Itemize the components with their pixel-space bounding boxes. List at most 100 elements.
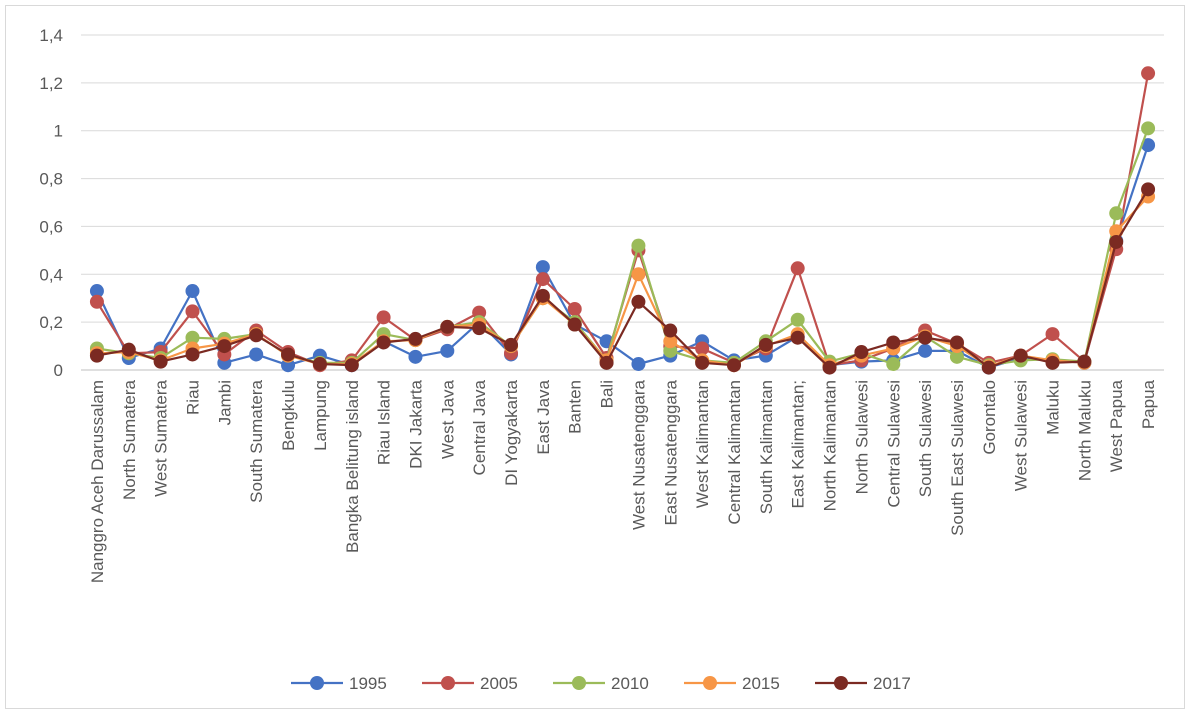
data-point	[281, 347, 296, 362]
x-tick-label: South Sulawesi	[916, 380, 935, 497]
series-2015	[89, 189, 1156, 374]
data-point	[344, 358, 359, 373]
data-point	[663, 334, 678, 349]
x-tick-label: Central Sulawesi	[884, 380, 903, 508]
x-tick-label: West Sulawesi	[1012, 380, 1031, 491]
x-tick-label: West Nusatenggara	[629, 379, 648, 529]
x-tick-label: South East Sulawesi	[948, 380, 967, 536]
legend: 1995 2005 2010 2015 2017	[291, 674, 911, 693]
data-point	[631, 267, 646, 282]
x-tick-label: Bali	[598, 380, 617, 408]
y-tick-label: 0,6	[39, 217, 63, 236]
x-tick-label: West Kalimantan	[693, 380, 712, 508]
data-point	[981, 360, 996, 375]
data-point	[822, 360, 837, 375]
series-2005	[89, 66, 1156, 373]
data-point	[663, 323, 678, 338]
data-point	[504, 337, 519, 352]
data-point	[1141, 182, 1156, 197]
series-1995	[89, 138, 1156, 375]
data-point	[695, 341, 710, 356]
x-tick-label: Riau	[183, 380, 202, 415]
x-tick-label: Jambi	[215, 380, 234, 425]
data-point	[918, 343, 933, 358]
data-point	[567, 317, 582, 332]
tick-labels: 0 0,2 0,4 0,6 0,8 1 1,2 1,4 Nanggro Aceh Darussa…	[39, 26, 1158, 583]
y-tick-label: 0,2	[39, 313, 63, 332]
data-point	[217, 339, 232, 354]
x-tick-label: Central Kalimantan	[725, 380, 744, 525]
data-point	[408, 349, 423, 364]
x-tick-label: North Sumatera	[120, 379, 139, 500]
data-point	[153, 354, 168, 369]
legend-label: 2005	[480, 674, 518, 693]
data-point	[1077, 354, 1092, 369]
series-line	[95, 73, 1150, 367]
series-lines	[89, 66, 1156, 375]
data-point	[790, 330, 805, 345]
data-point	[1141, 121, 1156, 136]
y-tick-label: 0,8	[39, 170, 63, 189]
x-tick-label: West Sumatera	[152, 379, 171, 496]
data-point	[918, 330, 933, 345]
data-point	[535, 260, 550, 275]
x-tick-label: South Kalimantan	[757, 380, 776, 514]
data-point	[1109, 234, 1124, 249]
y-tick-label: 0,4	[39, 265, 63, 284]
data-point	[790, 312, 805, 327]
x-tick-label: Papua	[1139, 379, 1158, 429]
data-point	[886, 335, 901, 350]
legend-label: 2015	[742, 674, 780, 693]
data-point	[440, 319, 455, 334]
data-point	[89, 294, 104, 309]
x-tick-label: North Maluku	[1075, 380, 1094, 481]
y-tick-label: 1,4	[39, 26, 63, 45]
line-chart: 0 0,2 0,4 0,6 0,8 1 1,2 1,4 Nanggro Aceh Darussa…	[39, 26, 1164, 693]
data-point	[440, 343, 455, 358]
x-tick-label: South Sumatera	[247, 379, 266, 502]
y-tick-label: 1	[54, 122, 63, 141]
data-point	[89, 284, 104, 299]
data-point	[1109, 206, 1124, 221]
series-2017	[89, 182, 1156, 375]
data-point	[535, 288, 550, 303]
x-tick-label: Bengkulu	[279, 380, 298, 451]
data-point	[185, 330, 200, 345]
data-point	[663, 343, 678, 358]
data-point	[1141, 138, 1156, 153]
legend-marker	[572, 676, 586, 690]
legend-label: 2017	[873, 674, 911, 693]
x-tick-label: East Kalimantan;	[789, 380, 808, 509]
legend-marker	[703, 676, 717, 690]
legend-item-2015: 2015	[684, 674, 780, 693]
data-point	[567, 301, 582, 316]
data-point	[89, 348, 104, 363]
data-point	[408, 331, 423, 346]
data-point	[185, 284, 200, 299]
y-tick-label: 0	[54, 361, 63, 380]
legend-item-2005: 2005	[422, 674, 518, 693]
x-tick-label: Gorontalo	[980, 380, 999, 455]
data-point	[949, 335, 964, 350]
y-tick-label: 1,2	[39, 74, 63, 93]
data-point	[185, 304, 200, 319]
series-line	[95, 144, 1150, 369]
data-point	[695, 355, 710, 370]
x-tick-label: Lampung	[311, 380, 330, 451]
data-point	[949, 349, 964, 364]
data-point	[249, 328, 264, 343]
x-tick-label: East Nusatenggara	[661, 379, 680, 525]
data-point	[631, 294, 646, 309]
x-tick-label: Nanggro Aceh Darussalam	[88, 380, 107, 583]
data-point	[472, 305, 487, 320]
data-point	[121, 342, 136, 357]
data-point	[185, 347, 200, 362]
data-point	[1013, 348, 1028, 363]
data-point	[790, 261, 805, 276]
x-tick-label: Bangka Belitung island	[343, 380, 362, 553]
x-tick-label: Central Java	[470, 379, 489, 475]
data-point	[281, 358, 296, 373]
data-point	[249, 347, 264, 362]
legend-label: 1995	[349, 674, 387, 693]
x-tick-label: North Kalimantan	[821, 380, 840, 511]
